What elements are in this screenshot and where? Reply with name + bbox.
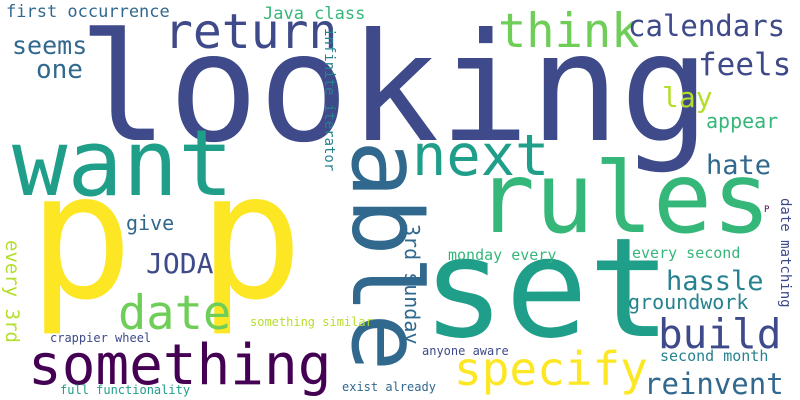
word-able: able bbox=[330, 140, 442, 372]
word-set: set bbox=[422, 208, 672, 369]
word-lay: lay bbox=[662, 81, 713, 114]
word-return: return bbox=[164, 4, 338, 60]
word-think: think bbox=[498, 4, 640, 59]
word-something: something bbox=[28, 333, 332, 398]
word-build: build bbox=[658, 310, 782, 358]
word-want: want bbox=[12, 110, 234, 217]
word-3rd-sunday: 3rd sunday bbox=[400, 224, 424, 345]
word-date-matching: date matching bbox=[777, 198, 793, 308]
word-looking: looking bbox=[78, 2, 711, 176]
word-next: next bbox=[412, 123, 550, 189]
word-second-month: second month bbox=[660, 347, 769, 365]
word-seems: seems bbox=[12, 31, 88, 60]
word-JODA: JODA bbox=[146, 247, 214, 280]
word-crappier-wheel: crappier wheel bbox=[50, 331, 152, 345]
word-p-2: p bbox=[198, 136, 304, 339]
word-p-1: p bbox=[28, 136, 134, 339]
word-P-small: P bbox=[764, 205, 770, 215]
word-full-functionality: full functionality bbox=[60, 383, 191, 397]
word-date: date bbox=[118, 286, 232, 341]
word-rules: rules bbox=[476, 142, 772, 256]
word-calendars: calendars bbox=[628, 9, 786, 43]
word-monday-every: monday every bbox=[448, 246, 557, 264]
word-something-similar: something similar bbox=[250, 315, 373, 329]
word-hassle: hassle bbox=[666, 266, 764, 297]
word-infinite-iterator: infinite iterator bbox=[321, 28, 337, 172]
word-exist-already: exist already bbox=[342, 380, 436, 394]
word-appear: appear bbox=[706, 109, 779, 133]
word-reinvent: reinvent bbox=[644, 367, 784, 400]
word-first-occurrence: first occurrence bbox=[6, 2, 170, 22]
word-give: give bbox=[126, 211, 175, 235]
word-every-3rd: every 3rd bbox=[1, 240, 23, 343]
word-groundwork: groundwork bbox=[628, 290, 749, 314]
word-hate: hate bbox=[706, 150, 772, 181]
word-one: one bbox=[36, 55, 83, 85]
word-specify: specify bbox=[454, 342, 648, 396]
word-feels: feels bbox=[698, 47, 792, 83]
word-every-second: every second bbox=[632, 244, 741, 262]
word-java-class: Java class bbox=[263, 4, 366, 24]
word-anyone-aware: anyone aware bbox=[422, 344, 509, 358]
